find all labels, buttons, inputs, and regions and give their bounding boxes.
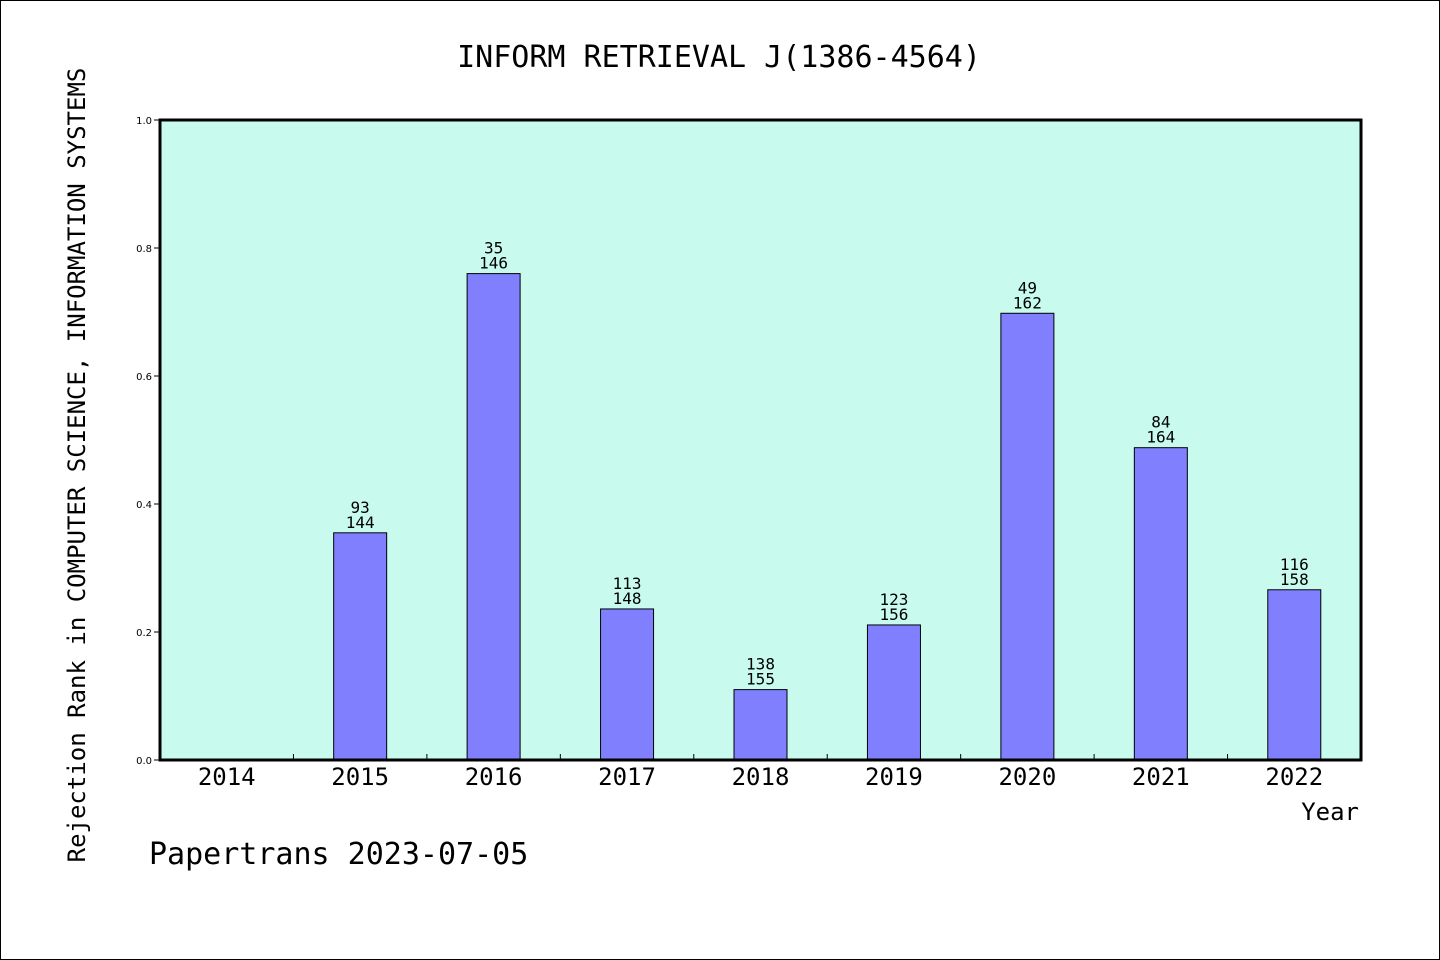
bar — [1000, 312, 1055, 761]
y-tick-label: 0.6 — [136, 372, 152, 383]
y-tick-label: 0.8 — [136, 244, 152, 255]
bar-label-top: 116 — [1280, 555, 1309, 574]
bar — [333, 532, 388, 761]
bar-label-top: 35 — [484, 239, 503, 258]
bar-label-bottom: 144 — [346, 513, 375, 532]
y-tick-label: 1.0 — [136, 116, 152, 127]
bar — [1267, 589, 1322, 761]
y-axis-label: Rejection Rank in COMPUTER SCIENCE, INFO… — [63, 68, 91, 863]
bar — [1133, 447, 1188, 761]
plot-frame — [158, 118, 1363, 762]
y-tick-label: 0.0 — [136, 756, 152, 767]
bar-label-bottom: 146 — [479, 254, 508, 273]
bar-label-top: 138 — [746, 655, 775, 674]
bar-label-top: 123 — [879, 590, 908, 609]
bar — [733, 689, 788, 761]
x-tick-label: 2018 — [732, 763, 790, 791]
x-tick-label: 2020 — [998, 763, 1056, 791]
x-tick-label: 2015 — [331, 763, 389, 791]
bar-label-top: 84 — [1151, 413, 1170, 432]
bar-label-top: 93 — [351, 498, 370, 517]
x-tick-label: 2016 — [465, 763, 523, 791]
x-tick-label: 2014 — [198, 763, 256, 791]
bar-label-bottom: 162 — [1013, 293, 1042, 312]
x-tick-label: 2022 — [1265, 763, 1323, 791]
chart-title: INFORM RETRIEVAL J(1386-4564) — [457, 40, 981, 75]
bar-label-top: 49 — [1018, 278, 1037, 297]
x-axis-label: Year — [1301, 798, 1359, 826]
bar — [866, 624, 921, 761]
x-axis-ticks: 2014 2015 2016 2017 2018 2019 2020 2021 2022 — [198, 754, 1323, 791]
bar-label-top: 113 — [613, 574, 642, 593]
bar-label-bottom: 155 — [746, 670, 775, 689]
bar-label-bottom: 158 — [1280, 570, 1309, 589]
bar — [600, 608, 655, 761]
bar-label-bottom: 156 — [879, 605, 908, 624]
y-tick-label: 0.4 — [136, 500, 152, 511]
x-tick-label: 2017 — [598, 763, 656, 791]
y-axis-ticks: 0.0 0.2 0.4 0.6 0.8 1.0 — [136, 116, 160, 767]
footer-credit: Papertrans 2023-07-05 — [149, 837, 528, 872]
bar — [466, 273, 521, 761]
x-tick-label: 2021 — [1132, 763, 1190, 791]
bar-label-bottom: 148 — [613, 589, 642, 608]
y-tick-label: 0.2 — [136, 628, 152, 639]
bar-label-bottom: 164 — [1146, 428, 1175, 447]
x-tick-label: 2019 — [865, 763, 923, 791]
